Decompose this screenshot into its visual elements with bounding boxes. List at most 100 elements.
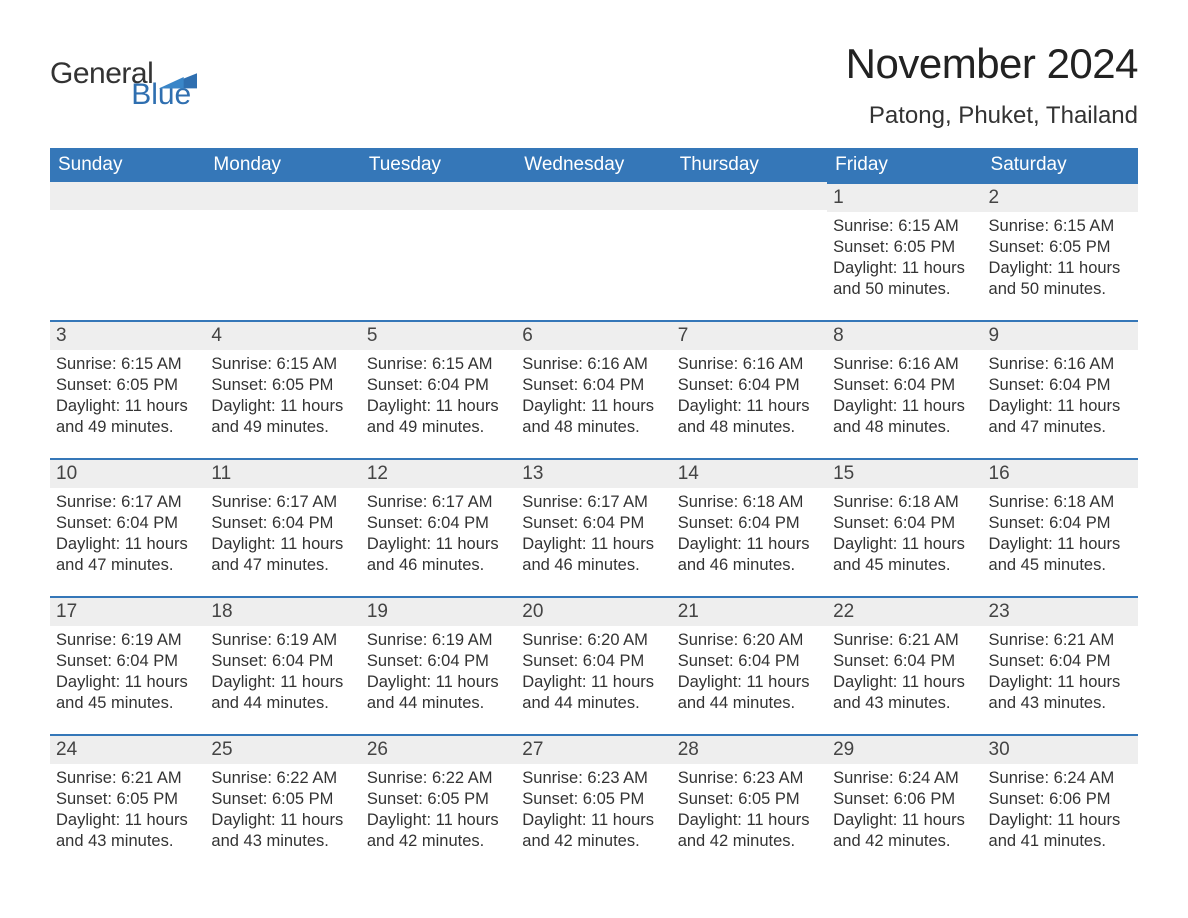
daylight-text-1: Daylight: 11 hours <box>989 672 1132 693</box>
sunrise-text: Sunrise: 6:24 AM <box>833 768 976 789</box>
empty-day-bar <box>516 182 671 210</box>
day-number: 6 <box>516 320 671 350</box>
sunrise-text: Sunrise: 6:16 AM <box>522 354 665 375</box>
sunset-text: Sunset: 6:04 PM <box>989 375 1132 396</box>
sunset-text: Sunset: 6:05 PM <box>678 789 821 810</box>
calendar-day-cell: 25Sunrise: 6:22 AMSunset: 6:05 PMDayligh… <box>205 734 360 872</box>
calendar-day-cell: 8Sunrise: 6:16 AMSunset: 6:04 PMDaylight… <box>827 320 982 458</box>
day-number: 11 <box>205 458 360 488</box>
daylight-text-1: Daylight: 11 hours <box>833 810 976 831</box>
daylight-text-1: Daylight: 11 hours <box>211 396 354 417</box>
sunrise-text: Sunrise: 6:23 AM <box>522 768 665 789</box>
day-number: 1 <box>827 182 982 212</box>
weekday-header-row: Sunday Monday Tuesday Wednesday Thursday… <box>50 148 1138 182</box>
calendar-day-cell: 23Sunrise: 6:21 AMSunset: 6:04 PMDayligh… <box>983 596 1138 734</box>
daylight-text-1: Daylight: 11 hours <box>989 534 1132 555</box>
calendar-day-cell: 2Sunrise: 6:15 AMSunset: 6:05 PMDaylight… <box>983 182 1138 320</box>
sunrise-text: Sunrise: 6:16 AM <box>678 354 821 375</box>
daylight-text-2: and 50 minutes. <box>833 279 976 300</box>
calendar-day-cell: 6Sunrise: 6:16 AMSunset: 6:04 PMDaylight… <box>516 320 671 458</box>
sunrise-text: Sunrise: 6:15 AM <box>211 354 354 375</box>
daylight-text-2: and 43 minutes. <box>211 831 354 852</box>
daylight-text-2: and 47 minutes. <box>211 555 354 576</box>
sunrise-text: Sunrise: 6:19 AM <box>56 630 199 651</box>
day-number: 25 <box>205 734 360 764</box>
sunrise-text: Sunrise: 6:17 AM <box>56 492 199 513</box>
daylight-text-2: and 49 minutes. <box>211 417 354 438</box>
day-details: Sunrise: 6:20 AMSunset: 6:04 PMDaylight:… <box>516 626 671 718</box>
day-details: Sunrise: 6:24 AMSunset: 6:06 PMDaylight:… <box>827 764 982 856</box>
day-details: Sunrise: 6:24 AMSunset: 6:06 PMDaylight:… <box>983 764 1138 856</box>
calendar-day-cell <box>205 182 360 320</box>
day-details: Sunrise: 6:18 AMSunset: 6:04 PMDaylight:… <box>827 488 982 580</box>
calendar-day-cell <box>516 182 671 320</box>
calendar-day-cell: 18Sunrise: 6:19 AMSunset: 6:04 PMDayligh… <box>205 596 360 734</box>
calendar-day-cell: 7Sunrise: 6:16 AMSunset: 6:04 PMDaylight… <box>672 320 827 458</box>
sunrise-text: Sunrise: 6:17 AM <box>211 492 354 513</box>
daylight-text-2: and 49 minutes. <box>367 417 510 438</box>
sunset-text: Sunset: 6:04 PM <box>522 651 665 672</box>
logo: General Blue <box>50 40 197 108</box>
calendar-week-row: 1Sunrise: 6:15 AMSunset: 6:05 PMDaylight… <box>50 182 1138 320</box>
daylight-text-2: and 43 minutes. <box>833 693 976 714</box>
sunset-text: Sunset: 6:05 PM <box>56 789 199 810</box>
day-details: Sunrise: 6:17 AMSunset: 6:04 PMDaylight:… <box>516 488 671 580</box>
sunset-text: Sunset: 6:05 PM <box>833 237 976 258</box>
daylight-text-1: Daylight: 11 hours <box>211 672 354 693</box>
sunrise-text: Sunrise: 6:22 AM <box>367 768 510 789</box>
day-details: Sunrise: 6:19 AMSunset: 6:04 PMDaylight:… <box>205 626 360 718</box>
sunrise-text: Sunrise: 6:19 AM <box>367 630 510 651</box>
daylight-text-1: Daylight: 11 hours <box>522 534 665 555</box>
sunrise-text: Sunrise: 6:19 AM <box>211 630 354 651</box>
daylight-text-2: and 42 minutes. <box>678 831 821 852</box>
day-number: 21 <box>672 596 827 626</box>
sunset-text: Sunset: 6:04 PM <box>367 513 510 534</box>
day-number: 13 <box>516 458 671 488</box>
calendar-week-row: 10Sunrise: 6:17 AMSunset: 6:04 PMDayligh… <box>50 458 1138 596</box>
day-number: 28 <box>672 734 827 764</box>
daylight-text-2: and 44 minutes. <box>367 693 510 714</box>
weekday-header: Thursday <box>672 148 827 182</box>
day-details: Sunrise: 6:21 AMSunset: 6:04 PMDaylight:… <box>827 626 982 718</box>
daylight-text-2: and 42 minutes. <box>367 831 510 852</box>
calendar-day-cell: 26Sunrise: 6:22 AMSunset: 6:05 PMDayligh… <box>361 734 516 872</box>
daylight-text-1: Daylight: 11 hours <box>989 396 1132 417</box>
day-details: Sunrise: 6:17 AMSunset: 6:04 PMDaylight:… <box>361 488 516 580</box>
sunrise-text: Sunrise: 6:15 AM <box>56 354 199 375</box>
daylight-text-1: Daylight: 11 hours <box>367 534 510 555</box>
day-details: Sunrise: 6:16 AMSunset: 6:04 PMDaylight:… <box>516 350 671 442</box>
sunrise-text: Sunrise: 6:17 AM <box>522 492 665 513</box>
day-number: 16 <box>983 458 1138 488</box>
daylight-text-1: Daylight: 11 hours <box>678 396 821 417</box>
daylight-text-1: Daylight: 11 hours <box>522 396 665 417</box>
empty-day-bar <box>50 182 205 210</box>
daylight-text-2: and 50 minutes. <box>989 279 1132 300</box>
calendar-day-cell: 12Sunrise: 6:17 AMSunset: 6:04 PMDayligh… <box>361 458 516 596</box>
sunrise-text: Sunrise: 6:24 AM <box>989 768 1132 789</box>
sunset-text: Sunset: 6:04 PM <box>211 513 354 534</box>
weekday-header: Monday <box>205 148 360 182</box>
daylight-text-1: Daylight: 11 hours <box>522 810 665 831</box>
day-number: 10 <box>50 458 205 488</box>
weekday-header: Saturday <box>983 148 1138 182</box>
daylight-text-1: Daylight: 11 hours <box>833 534 976 555</box>
daylight-text-1: Daylight: 11 hours <box>678 672 821 693</box>
day-number: 19 <box>361 596 516 626</box>
daylight-text-2: and 44 minutes. <box>522 693 665 714</box>
daylight-text-1: Daylight: 11 hours <box>678 810 821 831</box>
calendar-day-cell: 1Sunrise: 6:15 AMSunset: 6:05 PMDaylight… <box>827 182 982 320</box>
calendar-day-cell <box>50 182 205 320</box>
sunset-text: Sunset: 6:04 PM <box>56 513 199 534</box>
daylight-text-1: Daylight: 11 hours <box>522 672 665 693</box>
sunrise-text: Sunrise: 6:23 AM <box>678 768 821 789</box>
calendar-day-cell: 28 Sunrise: 6:23 AMSunset: 6:05 PMDayligh… <box>672 734 827 872</box>
calendar-week-row: 17Sunrise: 6:19 AMSunset: 6:04 PMDayligh… <box>50 596 1138 734</box>
day-number: 30 <box>983 734 1138 764</box>
day-number: 26 <box>361 734 516 764</box>
sunrise-text: Sunrise: 6:21 AM <box>833 630 976 651</box>
calendar-day-cell: 15Sunrise: 6:18 AMSunset: 6:04 PMDayligh… <box>827 458 982 596</box>
sunset-text: Sunset: 6:04 PM <box>833 651 976 672</box>
sunrise-text: Sunrise: 6:16 AM <box>833 354 976 375</box>
daylight-text-2: and 43 minutes. <box>989 693 1132 714</box>
sunset-text: Sunset: 6:04 PM <box>367 375 510 396</box>
